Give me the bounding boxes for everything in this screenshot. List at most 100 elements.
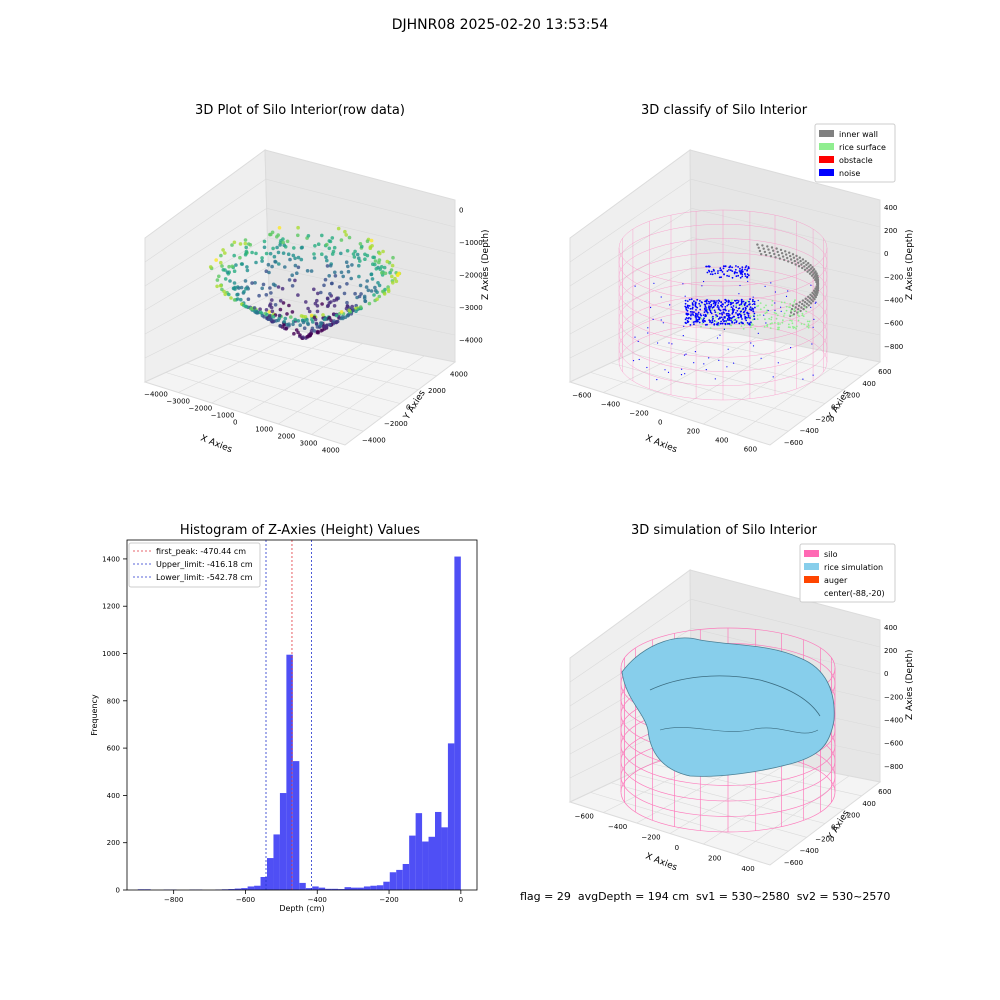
inner-wall-point [783, 258, 786, 262]
inner-wall-point [807, 262, 810, 265]
noise-point [697, 311, 700, 314]
noise-point [740, 302, 743, 305]
inner-wall-point [789, 311, 793, 314]
hist-bar [299, 882, 306, 890]
p1-point [243, 252, 248, 257]
noise-point [706, 271, 709, 274]
p1-point [389, 268, 394, 272]
noise-point [810, 306, 812, 308]
noise-point [812, 326, 814, 328]
hist-ytick-label: 1200 [102, 603, 120, 611]
noise-point [737, 274, 740, 277]
noise-point [744, 317, 747, 320]
p2-zlabel: Z Axies (Depth) [905, 229, 915, 300]
p2-grid-line [569, 178, 692, 263]
legend-swatch [819, 156, 834, 163]
noise-point [744, 315, 747, 318]
noise-point [701, 285, 703, 287]
hist-bar [260, 876, 267, 890]
rice-surface-point [787, 326, 790, 328]
p1-point [277, 262, 281, 266]
rice-surface-point [701, 322, 704, 325]
p1-point [245, 265, 249, 269]
hist-bar [279, 793, 287, 890]
p1-point [230, 264, 235, 269]
noise-point [692, 321, 695, 323]
noise-point [710, 270, 713, 273]
rice-surface-point [759, 308, 762, 311]
p1-point [363, 257, 367, 262]
noise-point [722, 267, 725, 270]
p1-point [261, 282, 266, 287]
p1-xtick-label: 1000 [255, 426, 273, 434]
p1-point [254, 251, 258, 256]
noise-point [647, 327, 649, 329]
noise-point [719, 322, 722, 325]
inner-wall-point [784, 250, 787, 253]
rice-surface-point [756, 318, 759, 320]
p1-point [381, 249, 385, 254]
p1-point [311, 320, 315, 324]
p1-point [346, 264, 350, 269]
rice-surface-point [717, 312, 719, 314]
rice-surface-point [807, 323, 810, 325]
p1-point [319, 329, 324, 333]
p4-ytick-label: 0 [831, 824, 835, 832]
noise-point [709, 320, 712, 322]
p1-point [269, 291, 273, 295]
p1-point [345, 314, 350, 318]
noise-point [682, 335, 684, 337]
noise-point [713, 309, 716, 312]
p1-point [220, 264, 224, 268]
hist-bar [376, 885, 384, 890]
noise-point [687, 307, 690, 309]
p2-ytick-label: −600 [784, 439, 803, 447]
p4-ztick-label: −800 [884, 763, 903, 771]
noise-point [744, 306, 747, 309]
rice-surface-point [768, 317, 771, 320]
noise-point [719, 309, 722, 312]
hist-bar [286, 654, 293, 890]
panel3-histogram: −800 −600 −400 −200 0 0 200 400 600 800 1000 1200 1… [90, 539, 478, 913]
legend-swatch [804, 550, 819, 557]
noise-point [689, 307, 692, 310]
noise-point [686, 309, 689, 312]
p1-point [244, 249, 249, 254]
inner-wall-point [775, 247, 778, 250]
p1-point [227, 292, 231, 297]
noise-point [754, 306, 756, 309]
noise-point [727, 312, 730, 315]
noise-point [790, 347, 792, 349]
noise-point [727, 348, 729, 350]
hist-xtick-label: 0 [459, 896, 463, 904]
rice-surface-point [779, 323, 781, 325]
inner-wall-point [805, 302, 809, 305]
hist-bar [234, 888, 242, 890]
p2-ztick-label: 0 [884, 250, 888, 258]
noise-point [774, 309, 776, 311]
noise-point [708, 305, 710, 308]
noise-point [634, 336, 636, 338]
noise-point [749, 306, 752, 308]
p4-ztick-label: 200 [884, 647, 897, 655]
rice-surface-point [801, 314, 804, 317]
p1-point [372, 293, 376, 297]
p1-point [342, 291, 347, 296]
p2-legend: inner wall rice surface obstacle noise [814, 123, 896, 183]
p1-point [305, 317, 309, 322]
p1-point [345, 282, 349, 286]
noise-point [686, 300, 689, 302]
noise-point [732, 301, 734, 304]
noise-point [724, 301, 727, 304]
hist-ytick-label: 0 [116, 887, 120, 895]
inner-wall-point [816, 276, 819, 279]
rice-surface-point [769, 327, 772, 329]
p1-point [363, 299, 368, 304]
noise-point [735, 321, 738, 324]
noise-point [739, 310, 742, 313]
inner-wall-point [803, 265, 806, 268]
noise-point [733, 362, 735, 364]
p4-xtick-label: −200 [641, 833, 660, 841]
noise-point [729, 265, 732, 267]
p1-grid-line [144, 178, 267, 263]
